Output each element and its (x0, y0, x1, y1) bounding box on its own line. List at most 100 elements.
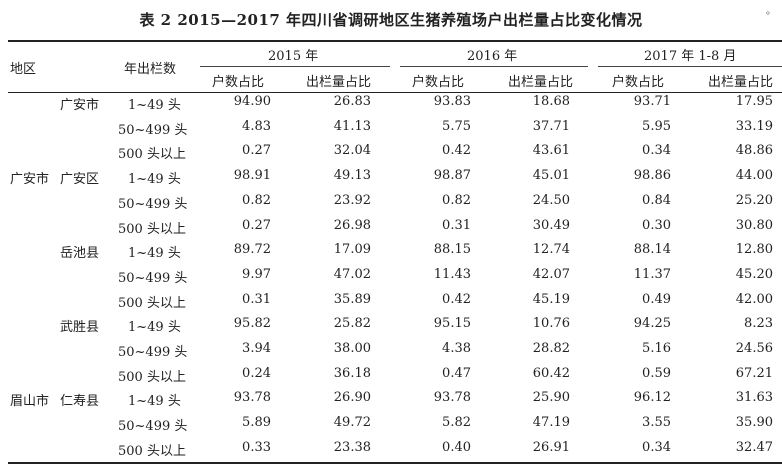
table-cell: 93.78 (233, 390, 271, 406)
table-cell: 94.90 (233, 94, 271, 109)
county-guangan-city: 广安市 (60, 98, 100, 113)
table-cell: 60.42 (532, 365, 570, 381)
header-output-2016: 出栏量占比 (508, 75, 574, 90)
table-cell: 43.61 (532, 143, 570, 159)
table-cell: 42.00 (735, 291, 773, 307)
table-cell: 98.91 (233, 168, 271, 184)
table-cell: 32.04 (333, 143, 371, 159)
header-output-2015: 出栏量占比 (306, 75, 372, 90)
header-2017: 2017 年 1-8 月 (644, 49, 737, 64)
table-cell: 0.84 (642, 192, 671, 208)
county-renshou: 仁寿县 (60, 394, 100, 409)
table-cell: 3.94 (242, 341, 271, 356)
table-cell: 26.98 (333, 217, 371, 233)
table-cell: 12.80 (735, 242, 773, 258)
top-rule (8, 40, 782, 42)
scale-label: 1~49 头 (128, 172, 181, 188)
table-cell: 12.74 (532, 242, 570, 258)
table-cell: 49.13 (333, 168, 371, 184)
scale-label: 500 头以上 (118, 221, 186, 237)
table-cell: 0.24 (242, 365, 271, 381)
table-cell: 35.89 (333, 291, 371, 307)
table-cell: 18.68 (532, 94, 570, 109)
table-cell: 3.55 (642, 415, 671, 431)
county-guangan-district: 广安区 (60, 172, 100, 187)
table-cell: 5.16 (642, 341, 671, 356)
scale-label: 1~49 头 (128, 246, 181, 262)
table-cell: 94.25 (633, 316, 671, 332)
scale-label: 50~499 头 (118, 122, 188, 138)
table-cell: 33.19 (735, 118, 773, 134)
table-cell: 26.91 (532, 439, 570, 455)
table-cell: 48.86 (735, 143, 773, 159)
table-cell: 11.43 (433, 266, 471, 282)
table-cell: 49.72 (333, 415, 371, 431)
scale-label: 50~499 头 (118, 345, 188, 360)
table-cell: 0.34 (642, 439, 671, 455)
scale-label: 500 头以上 (118, 147, 186, 163)
header-household-2015: 户数占比 (212, 75, 265, 90)
table-cell: 4.38 (442, 341, 471, 356)
table-cell: 5.82 (442, 415, 471, 431)
table-cell: 37.71 (532, 118, 570, 134)
table-cell: 23.92 (333, 192, 371, 208)
header-scale: 年出栏数 (124, 62, 177, 77)
header-household-2016: 户数占比 (412, 75, 465, 90)
table-cell: 93.78 (433, 390, 471, 406)
table-cell: 88.14 (633, 242, 671, 258)
table-cell: 31.63 (735, 390, 773, 406)
scale-label: 1~49 头 (128, 320, 181, 336)
table-cell: 17.09 (333, 242, 371, 258)
table-cell: 11.37 (633, 266, 671, 282)
header-household-2017: 户数占比 (612, 75, 665, 90)
header-output-2017: 出栏量占比 (708, 75, 774, 90)
table-cell: 17.95 (735, 94, 773, 109)
table-cell: 47.19 (532, 415, 570, 431)
table-cell: 28.82 (532, 341, 570, 356)
scale-label: 500 头以上 (118, 369, 186, 385)
table-cell: 0.42 (442, 143, 471, 159)
table-title: 表 2 2015—2017 年四川省调研地区生猪养殖场户出栏量占比变化情况 (139, 11, 643, 29)
county-wusheng: 武胜县 (60, 320, 100, 335)
rule-2015 (200, 66, 390, 67)
table-cell: 9.97 (242, 266, 271, 282)
table-cell: 0.47 (442, 365, 471, 381)
table-cell: 5.89 (242, 415, 271, 431)
header-2016: 2016 年 (467, 49, 518, 64)
table-cell: 0.42 (442, 291, 471, 307)
scale-label: 500 头以上 (118, 443, 186, 459)
table-cell: 89.72 (233, 242, 271, 258)
table-cell: 0.27 (242, 217, 271, 233)
corner-mark: 。 (766, 6, 776, 17)
table-cell: 5.75 (442, 118, 471, 134)
table-cell: 24.56 (735, 341, 773, 356)
table-cell: 8.23 (744, 316, 773, 332)
table-cell: 93.83 (433, 94, 471, 109)
table-cell: 42.07 (532, 266, 570, 282)
table-cell: 30.80 (735, 217, 773, 233)
scale-label: 1~49 头 (128, 98, 181, 113)
table-cell: 95.82 (233, 316, 271, 332)
table-cell: 0.31 (242, 291, 271, 307)
header-region: 地区 (10, 62, 37, 77)
scale-label: 50~499 头 (118, 419, 188, 435)
table-cell: 30.49 (532, 217, 570, 233)
table-cell: 45.20 (735, 266, 773, 282)
scale-label: 50~499 头 (118, 196, 188, 212)
table-cell: 35.90 (735, 415, 773, 431)
table-cell: 96.12 (633, 390, 671, 406)
header-rule (8, 92, 782, 93)
table-cell: 10.76 (532, 316, 570, 332)
rule-2017 (598, 66, 782, 67)
city-guangan: 广安市 (10, 172, 50, 187)
table-cell: 38.00 (333, 341, 371, 356)
table-cell: 36.18 (333, 365, 371, 381)
table-cell: 0.34 (642, 143, 671, 159)
table-cell: 32.47 (735, 439, 773, 455)
scale-label: 1~49 头 (128, 394, 181, 410)
table-cell: 25.20 (735, 192, 773, 208)
table-cell: 47.02 (333, 266, 371, 282)
table-cell: 67.21 (735, 365, 773, 381)
table-cell: 25.90 (532, 390, 570, 406)
county-yuechi: 岳池县 (60, 246, 100, 261)
